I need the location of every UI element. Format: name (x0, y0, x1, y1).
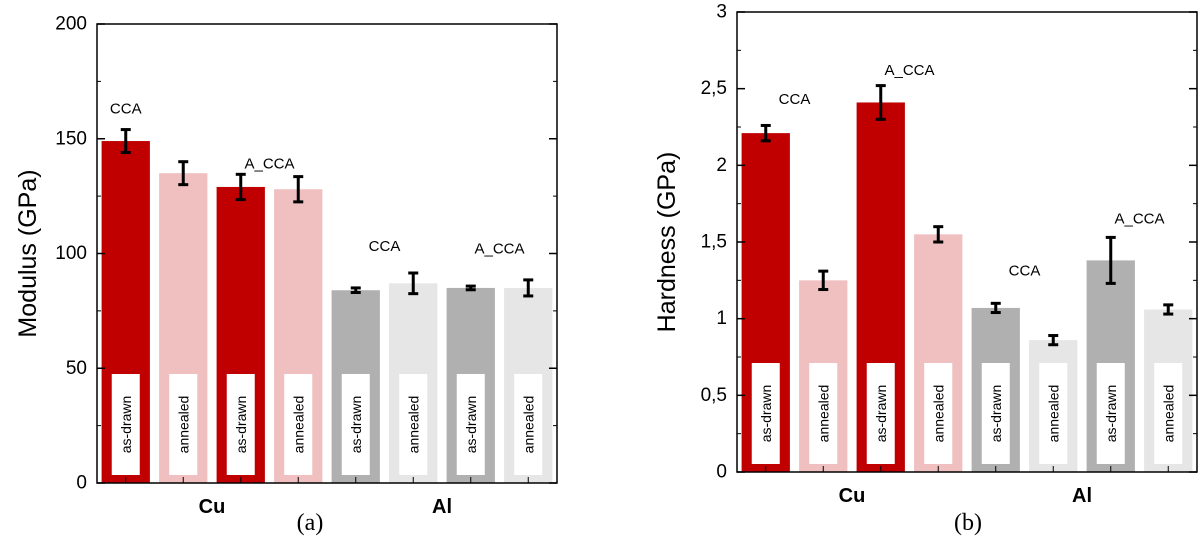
bar-label-box (456, 374, 485, 475)
annotation-cca: CCA (110, 100, 142, 117)
error-bar (120, 128, 131, 155)
error-bar (1048, 334, 1059, 347)
bar-label-box (514, 374, 543, 475)
bar-label-box (1039, 363, 1068, 464)
bar-label-box (284, 374, 313, 475)
bar-label-box (1096, 363, 1125, 464)
bar-label-annealed: annealed (815, 385, 831, 443)
error-bar (760, 123, 771, 143)
bar-label-box (111, 374, 140, 475)
chart-panel-a: as-drawn annealed as-drawn annealed as-drawn… (14, 14, 558, 536)
y-tick-label: 200 (55, 14, 87, 35)
annotation-a-cca: A_CCA (474, 240, 524, 257)
error-bar (235, 172, 246, 202)
error-bar (408, 271, 419, 296)
y-axis-title: Modulus (GPa) (14, 169, 42, 337)
bar-label-box (169, 374, 198, 475)
bar-label-box (1154, 363, 1183, 464)
error-bar (350, 286, 361, 295)
panel-caption: (b) (954, 510, 982, 536)
annotation-cca: CCA (779, 91, 811, 108)
bar-label-as-drawn: as-drawn (758, 385, 774, 443)
bar-label-box (751, 363, 780, 464)
bar-label-annealed: annealed (930, 385, 946, 443)
bar-label-as-drawn: as-drawn (118, 396, 134, 454)
error-bar (523, 278, 534, 298)
error-bar (933, 225, 944, 244)
annotation-a-cca: A_CCA (244, 155, 294, 172)
error-bar (465, 284, 476, 292)
error-bar (1105, 235, 1116, 285)
bar-label-box (399, 374, 428, 475)
y-tick-label: 2 (716, 155, 727, 176)
bar-label-annealed: annealed (1160, 385, 1176, 443)
annotation-cca: CCA (1009, 263, 1041, 280)
error-bar (875, 84, 886, 121)
bar-label-as-drawn: as-drawn (233, 396, 249, 454)
bar-label-annealed: annealed (520, 396, 536, 454)
annotation-a-cca: A_CCA (1114, 211, 1164, 228)
group-label-Cu: Cu (199, 496, 226, 518)
group-label-Cu: Cu (839, 485, 866, 507)
bar-label-box (226, 374, 255, 475)
bar-label-box (341, 374, 370, 475)
panel-caption: (a) (297, 510, 324, 536)
bar-label-annealed: annealed (1045, 385, 1061, 443)
error-bar (818, 269, 829, 292)
group-label-Al: Al (432, 496, 452, 518)
bar-label-annealed: annealed (175, 396, 191, 454)
bar-label-box (924, 363, 953, 464)
y-tick-label: 150 (55, 128, 87, 149)
y-axis-title: Hardness (GPa) (653, 152, 681, 333)
bar-label-as-drawn: as-drawn (348, 396, 364, 454)
error-bar (990, 301, 1001, 315)
bar-label-as-drawn: as-drawn (873, 385, 889, 443)
chart-panel-b: as-drawn annealed as-drawn annealed as-drawn… (653, 2, 1198, 536)
y-tick-label: 0 (716, 462, 727, 483)
y-tick-label: 50 (66, 358, 87, 379)
annotation-cca: CCA (369, 238, 401, 255)
y-tick-label: 0,5 (701, 385, 727, 406)
error-bar (178, 160, 189, 187)
y-tick-label: 1,5 (701, 232, 727, 253)
y-tick-label: 100 (55, 243, 87, 264)
bar-label-as-drawn: as-drawn (463, 396, 479, 454)
y-tick-label: 3 (716, 2, 727, 23)
y-tick-label: 0 (76, 473, 87, 494)
y-tick-label: 2,5 (701, 78, 727, 99)
bar-label-annealed: annealed (405, 396, 421, 454)
bar-label-box (809, 363, 838, 464)
bar-label-as-drawn: as-drawn (988, 385, 1004, 443)
error-bar (1163, 303, 1174, 316)
annotation-a-cca: A_CCA (884, 62, 934, 79)
y-tick-label: 1 (716, 308, 727, 329)
group-label-Al: Al (1072, 485, 1092, 507)
bar-label-box (981, 363, 1010, 464)
bar-label-box (866, 363, 895, 464)
bar-label-as-drawn: as-drawn (1103, 385, 1119, 443)
error-bar (293, 175, 304, 204)
bar-label-annealed: annealed (290, 396, 306, 454)
